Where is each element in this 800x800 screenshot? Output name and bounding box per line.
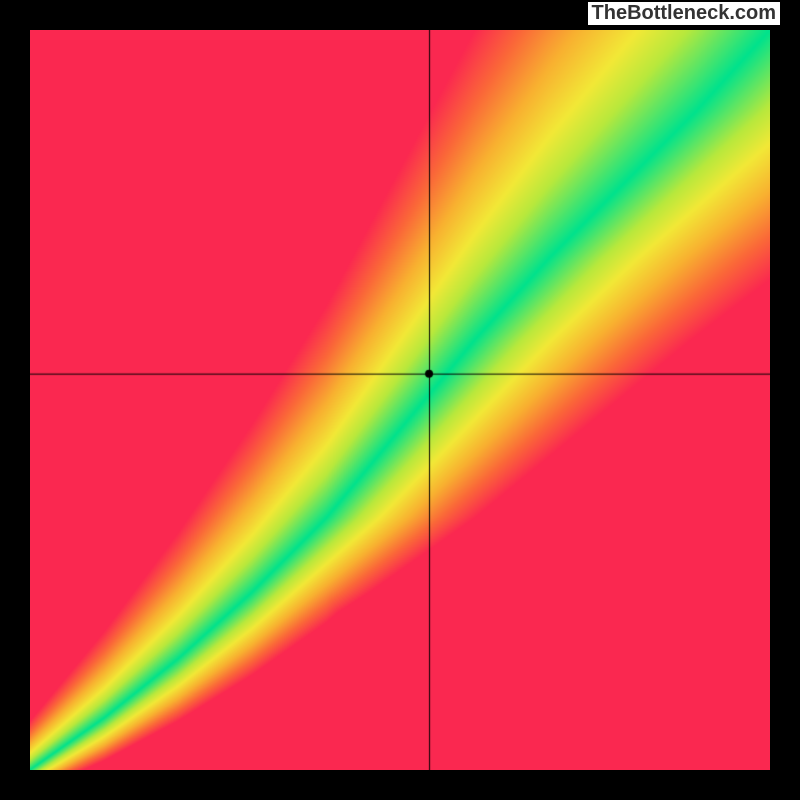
plot-area xyxy=(30,30,770,770)
chart-container: TheBottleneck.com xyxy=(0,0,800,800)
heatmap-canvas xyxy=(30,30,770,770)
attribution-label: TheBottleneck.com xyxy=(588,2,780,25)
